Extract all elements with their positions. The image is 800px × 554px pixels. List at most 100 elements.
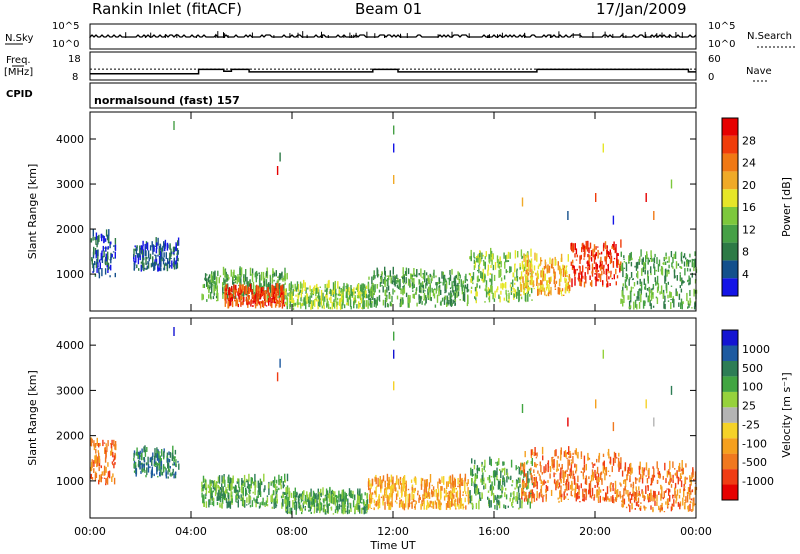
power-cell <box>245 296 248 302</box>
velocity-cell <box>99 476 101 481</box>
velocity-cell <box>582 491 584 498</box>
velocity-cell <box>320 502 322 505</box>
power-cell <box>579 266 581 275</box>
power-cell <box>457 291 460 296</box>
power-cell <box>547 280 549 283</box>
power-cell <box>603 270 605 275</box>
power-cell <box>520 271 523 279</box>
power-cell <box>139 245 141 254</box>
velocity-cell <box>311 502 314 506</box>
velocity-cell <box>510 475 512 479</box>
velocity-cell <box>282 493 284 499</box>
power-cell <box>553 279 555 285</box>
velocity-cell <box>156 453 159 461</box>
power-cell <box>563 294 565 296</box>
velocity-cell <box>348 493 350 495</box>
velocity-cell <box>202 475 205 483</box>
power-cell <box>512 287 514 290</box>
velocity-cell <box>488 475 491 483</box>
power-cell <box>642 300 645 309</box>
velocity-cell <box>650 489 652 498</box>
velocity-cell <box>596 466 599 474</box>
velocity-cell <box>274 476 276 483</box>
velocity-cell <box>212 490 215 493</box>
power-cell <box>515 277 517 281</box>
velocity-xtick-label: 16:00 <box>478 525 510 538</box>
power-cell <box>99 259 101 263</box>
power-cell <box>266 300 268 303</box>
velocity-cell <box>133 470 136 473</box>
velocity-cell <box>528 478 530 482</box>
power-cell <box>450 298 453 307</box>
power-cell <box>689 253 691 258</box>
power-cell <box>238 293 241 295</box>
power-cell <box>368 303 370 306</box>
power-cell <box>622 286 624 291</box>
velocity-cell <box>437 488 440 497</box>
velocity-cell <box>425 486 428 494</box>
power-cell <box>278 299 280 308</box>
velocity-cell <box>453 485 456 494</box>
velocity-cell <box>273 501 275 509</box>
power-cell <box>166 263 169 272</box>
velocity-cell <box>632 484 634 486</box>
power-cell <box>524 283 526 288</box>
power-cell <box>275 283 278 292</box>
velocity-cell <box>605 492 608 502</box>
power-cell <box>175 264 177 270</box>
power-cell <box>645 292 648 298</box>
velocity-cell <box>393 349 395 359</box>
velocity-cell <box>647 485 649 488</box>
power-cell <box>145 250 147 257</box>
power-cell <box>474 263 476 266</box>
power-cell <box>603 264 605 268</box>
power-cell <box>572 243 575 252</box>
nsearch-tick-top: 10^5 <box>708 21 736 32</box>
power-cell <box>678 293 681 300</box>
power-cell <box>443 296 446 305</box>
velocity-cell <box>654 500 656 506</box>
velocity-cell <box>610 487 612 492</box>
velocity-cell <box>540 488 542 493</box>
power-cell <box>287 292 289 297</box>
velocity-colorbar-tick-label: -500 <box>742 456 767 469</box>
velocity-cell <box>274 483 277 492</box>
power-cell <box>206 278 208 287</box>
freq-tick-top: 18 <box>68 54 81 65</box>
velocity-cell <box>545 485 548 493</box>
power-cell <box>273 296 276 304</box>
velocity-cell <box>660 484 662 490</box>
velocity-cell <box>310 488 312 497</box>
power-cell <box>686 261 688 267</box>
velocity-cell <box>682 467 684 475</box>
power-cell <box>455 274 457 279</box>
power-cell <box>389 301 392 307</box>
velocity-cell <box>359 508 361 514</box>
power-cell <box>505 289 507 295</box>
velocity-cell <box>610 496 612 502</box>
power-cell <box>107 236 110 244</box>
power-cell <box>687 300 689 306</box>
power-cell <box>312 288 314 292</box>
velocity-cell <box>322 487 324 496</box>
velocity-cell <box>156 450 158 455</box>
velocity-cell <box>173 459 175 464</box>
power-cell <box>638 289 640 297</box>
velocity-cell <box>209 483 212 489</box>
velocity-cell <box>596 458 598 463</box>
power-cell <box>402 286 404 288</box>
power-cell <box>238 276 240 283</box>
velocity-cell <box>432 491 434 495</box>
velocity-cell <box>608 498 610 502</box>
velocity-cell <box>359 488 361 496</box>
velocity-cell <box>449 494 451 497</box>
velocity-cell <box>521 501 523 509</box>
power-cell <box>466 302 469 307</box>
power-cell <box>608 276 610 280</box>
velocity-cell <box>288 491 291 496</box>
power-cell <box>625 284 627 288</box>
power-cell <box>609 256 611 259</box>
velocity-cell <box>445 503 448 510</box>
power-cell <box>263 279 266 286</box>
velocity-cell <box>511 480 514 483</box>
